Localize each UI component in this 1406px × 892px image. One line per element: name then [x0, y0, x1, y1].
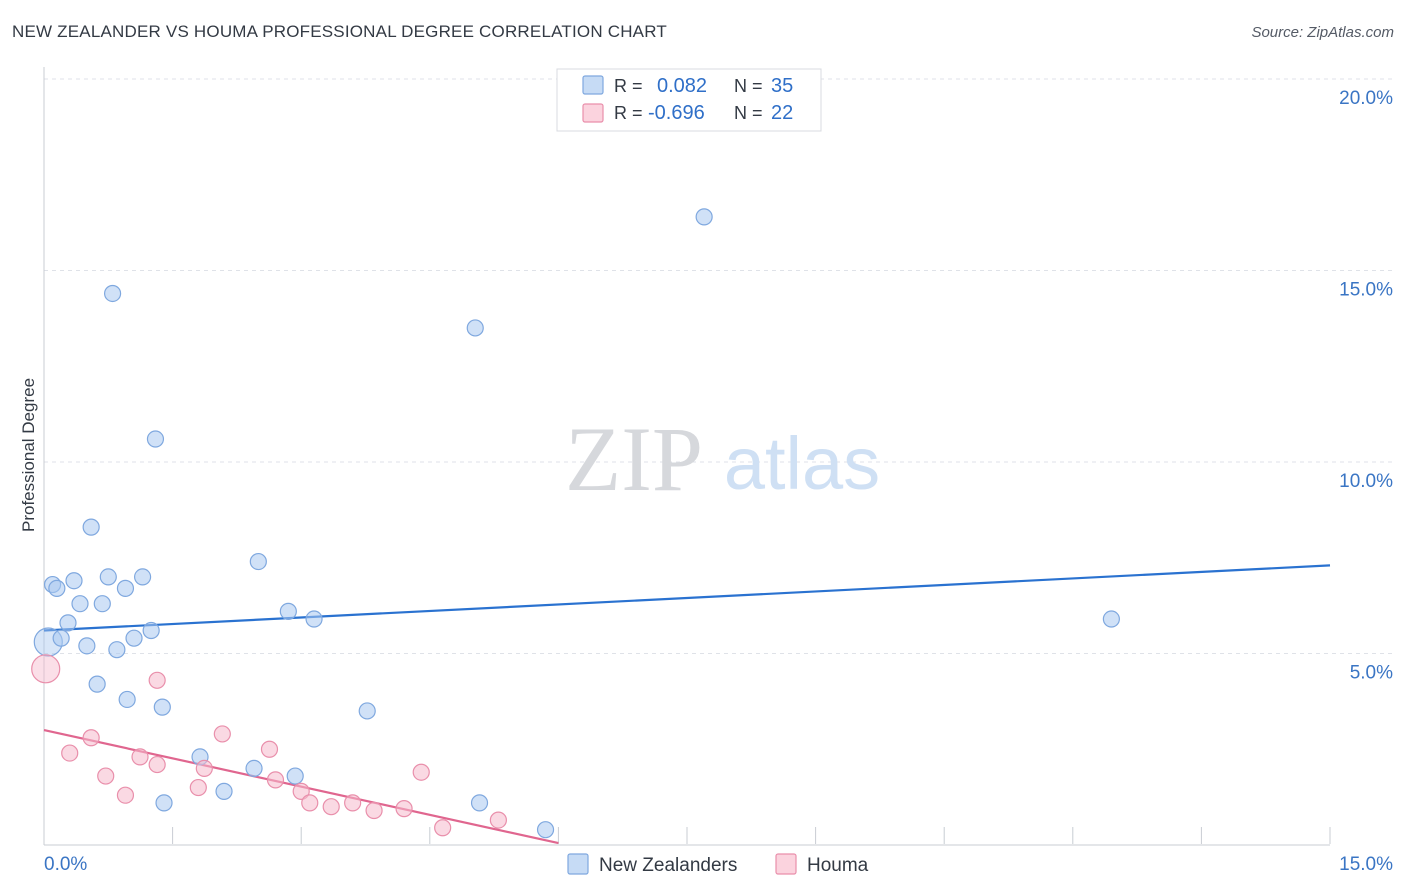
legend-label-new-zealanders: New Zealanders: [599, 855, 737, 876]
source-note: Source: ZipAtlas.com: [1251, 24, 1394, 41]
legend-swatch-new-zealanders: [567, 853, 589, 875]
data-point-new-zealanders: [78, 637, 96, 655]
y-axis-label: Professional Degree: [19, 377, 38, 532]
stats-legend-n-value: 22: [771, 102, 793, 124]
data-point-new-zealanders: [88, 675, 106, 693]
data-point-new-zealanders: [155, 794, 173, 812]
data-point-houma: [489, 811, 507, 829]
data-point-houma: [61, 744, 79, 762]
data-point-houma: [292, 782, 310, 800]
data-point-houma: [195, 759, 213, 778]
data-point-new-zealanders: [1102, 610, 1120, 628]
data-point-new-zealanders: [249, 552, 267, 571]
data-point-new-zealanders: [108, 641, 126, 659]
stats-legend-n-value: 35: [771, 75, 793, 97]
data-point-houma: [82, 729, 100, 747]
data-point-houma: [344, 794, 362, 812]
data-point-new-zealanders: [82, 518, 100, 536]
data-point-new-zealanders: [125, 629, 143, 647]
data-point-new-zealanders: [133, 568, 152, 586]
data-point-new-zealanders: [146, 430, 165, 448]
stats-legend-r-label: R =: [614, 76, 643, 96]
data-point-houma: [116, 786, 135, 804]
data-point-new-zealanders: [695, 208, 713, 226]
data-point-new-zealanders: [118, 690, 136, 709]
data-point-new-zealanders: [116, 579, 135, 597]
stats-legend-swatch-blue: [582, 75, 604, 95]
data-point-new-zealanders: [52, 629, 70, 647]
data-point-new-zealanders: [215, 782, 233, 800]
data-point-new-zealanders: [279, 602, 297, 620]
data-point-houma: [260, 740, 279, 758]
stats-legend: R = 0.082 N = 35 R = -0.696 N = 22: [556, 68, 822, 132]
data-point-houma: [131, 748, 149, 766]
stats-legend-n-label: N =: [734, 76, 763, 96]
data-point-houma: [148, 755, 166, 774]
chart-title: NEW ZEALANDER VS HOUMA PROFESSIONAL DEGR…: [12, 22, 667, 41]
points-layer: [31, 208, 1120, 839]
stats-legend-r-value: 0.082: [657, 75, 707, 97]
y-tick-label: 10.0%: [1339, 471, 1393, 492]
legend-label-houma: Houma: [807, 855, 869, 876]
data-point-houma: [266, 771, 285, 789]
stats-legend-r-label: R =: [614, 103, 643, 123]
axis-layer: [43, 67, 1331, 846]
data-point-new-zealanders: [99, 568, 117, 586]
grid-layer: [44, 78, 1392, 654]
y-tick-label: 15.0%: [1339, 280, 1393, 301]
data-point-new-zealanders: [245, 759, 263, 778]
y-tick-label: 5.0%: [1350, 663, 1393, 684]
data-point-new-zealanders: [48, 579, 66, 597]
data-point-new-zealanders: [286, 767, 304, 785]
series-legend: New Zealanders Houma: [567, 853, 869, 876]
data-point-new-zealanders: [358, 702, 376, 720]
data-point-new-zealanders: [142, 621, 160, 640]
data-point-houma: [365, 801, 383, 820]
trend-line-new-zealanders: [43, 564, 1331, 632]
data-point-new-zealanders: [470, 794, 489, 812]
data-point-new-zealanders: [59, 614, 77, 632]
data-point-houma: [97, 767, 115, 785]
x-tick-label: 15.0%: [1339, 854, 1393, 875]
data-point-new-zealanders: [305, 610, 323, 628]
data-point-new-zealanders: [65, 572, 83, 590]
watermark-zip: ZIP: [565, 408, 703, 510]
data-point-new-zealanders: [93, 595, 111, 613]
data-point-new-zealanders: [103, 284, 122, 303]
data-point-new-zealanders: [536, 821, 555, 839]
tick-label-layer: 5.0% 10.0% 15.0% 20.0% 0.0% 15.0%: [44, 88, 1393, 875]
watermark: ZIP atlas: [565, 408, 880, 510]
data-point-new-zealanders: [466, 319, 484, 337]
data-point-houma: [148, 671, 166, 689]
data-point-houma: [322, 798, 340, 816]
data-point-houma: [31, 654, 61, 684]
data-point-new-zealanders: [153, 698, 171, 716]
stats-legend-swatch-pink: [582, 103, 604, 123]
watermark-atlas: atlas: [724, 422, 880, 505]
x-tick-label: 0.0%: [44, 854, 87, 875]
stats-legend-n-label: N =: [734, 103, 763, 123]
data-point-houma: [434, 819, 452, 837]
data-point-houma: [213, 725, 231, 743]
stats-legend-r-value: -0.696: [648, 102, 705, 124]
data-point-houma: [412, 763, 430, 781]
data-point-houma: [189, 778, 207, 797]
data-point-houma: [301, 794, 319, 812]
trend-layer: [43, 564, 1331, 845]
legend-swatch-houma: [775, 853, 797, 875]
data-point-houma: [395, 800, 413, 818]
y-tick-label: 20.0%: [1339, 88, 1393, 109]
data-point-new-zealanders: [71, 595, 89, 613]
